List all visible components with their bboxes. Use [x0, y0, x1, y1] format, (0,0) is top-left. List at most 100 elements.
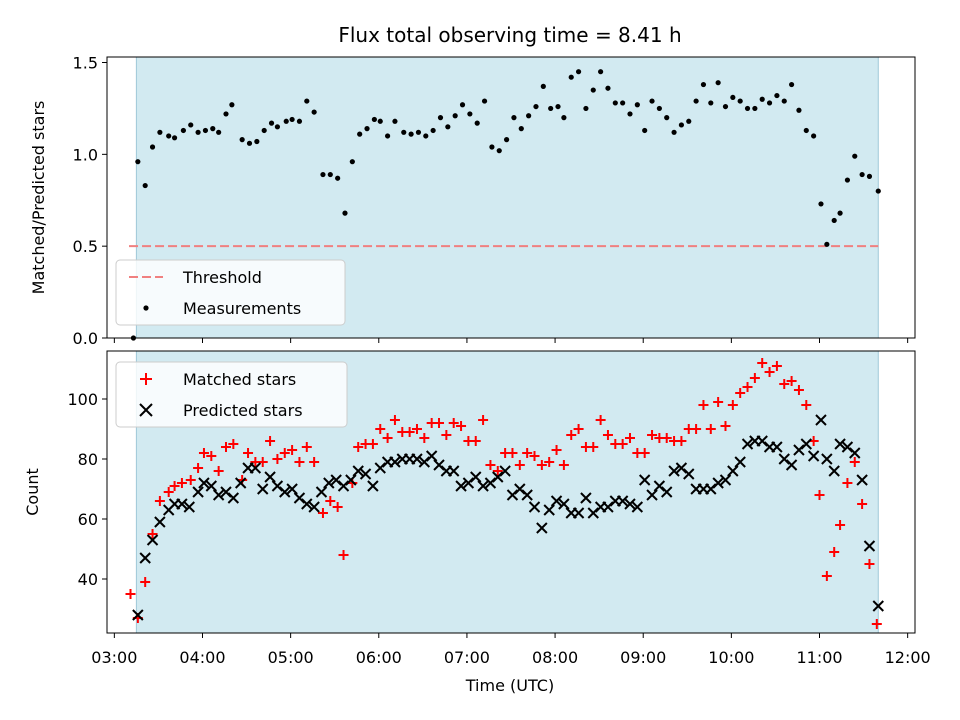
matched-star-point: [727, 400, 738, 410]
legend-swatch-matched: [140, 373, 152, 385]
matched-star-point: [492, 466, 503, 476]
predicted-star-point: [447, 465, 460, 477]
matched-star-point: [573, 424, 584, 434]
matched-star-point: [185, 475, 196, 485]
predicted-star-point: [572, 507, 585, 519]
predicted-star-point: [264, 471, 276, 483]
measurement-point: [171, 135, 178, 141]
predicted-star-point: [849, 447, 861, 459]
panel-counts: 40 60 80 100 Count Matched stars Predicted sta…: [23, 350, 916, 638]
legend-label: Measurements: [183, 299, 301, 318]
predicted-star-point: [279, 486, 291, 498]
matched-star-point: [871, 619, 882, 629]
measurement-point: [598, 69, 604, 75]
predicted-star-point: [192, 486, 204, 498]
measurement-point: [612, 100, 618, 106]
measurement-point: [859, 171, 865, 178]
matched-star-point: [272, 454, 283, 464]
measurement-point: [474, 120, 480, 126]
predicted-star-point: [616, 495, 629, 507]
predicted-star-point: [499, 465, 511, 477]
predicted-star-point: [146, 534, 159, 546]
matched-star-point: [588, 442, 599, 452]
measurement-point: [202, 127, 209, 134]
measurement-point: [261, 127, 267, 134]
predicted-star-point: [624, 498, 636, 510]
matched-star-point: [125, 589, 136, 599]
measurement-point: [503, 137, 510, 143]
measurement-point: [788, 81, 795, 88]
matched-star-point: [536, 460, 547, 470]
matched-star-point: [661, 433, 672, 443]
measurement-point: [489, 144, 495, 150]
matched-star-point: [829, 547, 840, 557]
measurement-point: [135, 159, 141, 165]
predicted-star-point: [856, 474, 868, 486]
measurement-point: [274, 124, 281, 130]
matched-star-point: [857, 499, 868, 509]
predicted-star-point: [807, 450, 820, 462]
measurement-point: [459, 102, 466, 108]
predicted-star-point: [550, 495, 563, 507]
matched-star-point: [864, 559, 875, 569]
measurement-point: [866, 173, 873, 179]
y-tick-label: 0.5: [73, 237, 98, 256]
predicted-star-point: [249, 462, 262, 474]
matched-star-point: [617, 439, 628, 449]
measurement-point: [357, 131, 363, 137]
measurement-point: [774, 92, 780, 99]
legend: Matched stars Predicted stars: [115, 361, 348, 428]
measurement-point: [180, 127, 186, 134]
measurement-point: [737, 98, 743, 104]
legend-box: [115, 361, 348, 428]
matched-star-point: [821, 571, 832, 581]
measurement-point: [467, 111, 473, 117]
matched-star-point: [735, 388, 746, 398]
matched-star-point: [835, 520, 846, 530]
measurement-point: [715, 80, 721, 86]
y-tick-label: 1.0: [73, 145, 98, 164]
matched-star-point: [529, 451, 540, 461]
measurement-point: [759, 96, 765, 102]
measurement-point: [392, 118, 398, 124]
measurement-point: [364, 126, 370, 132]
matched-star-point: [842, 478, 853, 488]
matched-star-point: [801, 400, 812, 410]
axes-frame: [106, 350, 916, 634]
matched-star-point: [228, 439, 239, 449]
matched-star-point: [849, 457, 860, 467]
measurement-point: [744, 105, 751, 112]
measurement-point: [518, 126, 524, 132]
measurement-point: [320, 171, 326, 178]
predicted-star-point: [352, 465, 364, 477]
measurement-point: [811, 133, 817, 139]
measurement-point: [693, 98, 699, 104]
matched-star-point: [309, 457, 320, 467]
measurement-point: [210, 126, 216, 132]
matched-star-point: [441, 430, 452, 440]
matched-star-point: [279, 448, 290, 458]
predicted-star-point: [668, 465, 680, 477]
predicted-star-point: [470, 471, 482, 483]
measurement-point: [349, 159, 355, 165]
matched-star-point: [265, 436, 276, 446]
legend-box: [115, 259, 346, 326]
measurement-point: [289, 116, 295, 123]
predicted-star-point: [308, 501, 320, 513]
measurement-point: [371, 116, 377, 123]
predicted-star-point: [315, 486, 328, 498]
matched-star-point: [742, 382, 753, 392]
predicted-star-point: [800, 438, 812, 450]
predicted-star-point: [683, 468, 695, 480]
matched-star-point: [514, 460, 525, 470]
predicted-star-point: [425, 450, 438, 462]
predicted-star-point: [646, 489, 658, 501]
matched-star-point: [163, 487, 174, 497]
measurement-point: [540, 83, 546, 89]
measurement-point: [188, 122, 194, 128]
matched-star-point: [522, 448, 533, 458]
y-tick-label: 40: [78, 570, 98, 589]
predicted-star-point: [734, 456, 746, 468]
matched-star-point: [434, 418, 445, 428]
predicted-star-point: [139, 552, 151, 564]
